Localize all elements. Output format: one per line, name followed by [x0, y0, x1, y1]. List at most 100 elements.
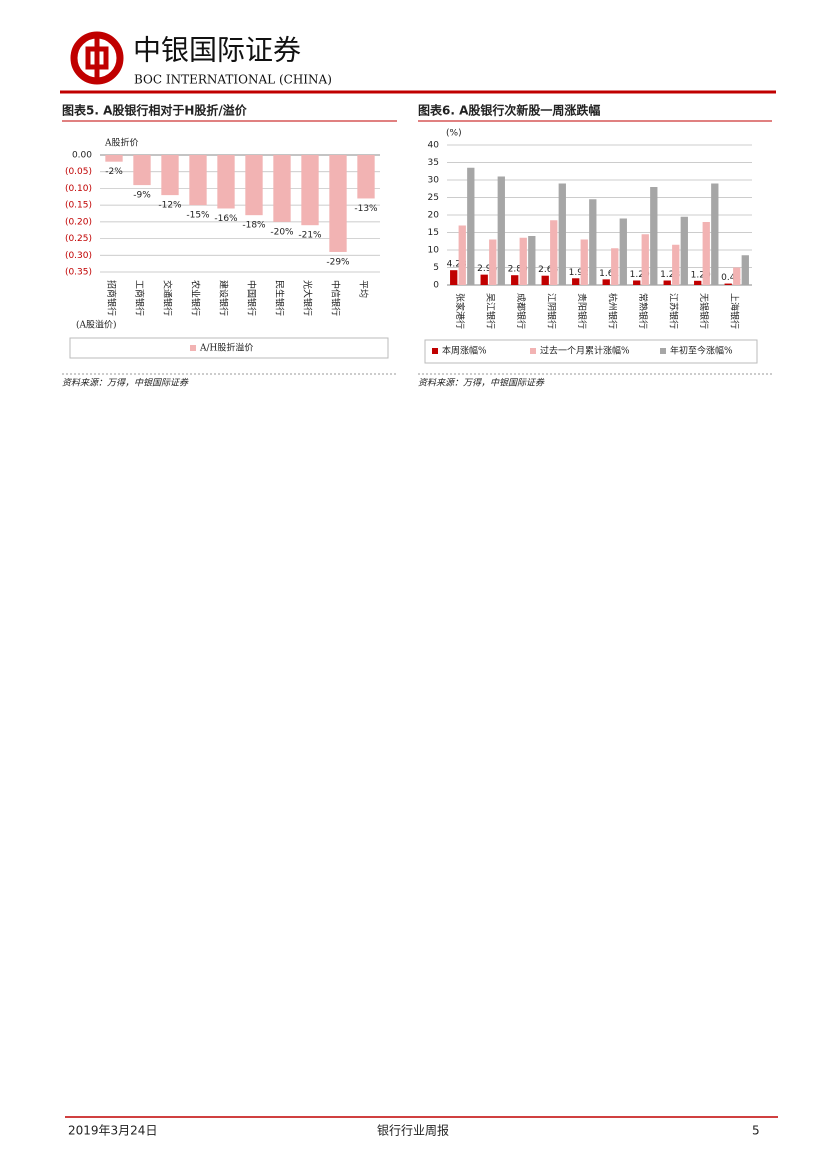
- source: 资料来源：万得，中银国际证券: [418, 378, 545, 389]
- legend-label: 本周涨幅%: [442, 345, 487, 357]
- y-tick-label: (0.20): [65, 217, 92, 227]
- value-label: -13%: [354, 204, 378, 214]
- y-tick-label: 40: [428, 141, 440, 151]
- bar: [580, 239, 588, 285]
- y-tick-label: 30: [428, 176, 440, 186]
- y-tick-label: (0.35): [65, 268, 92, 278]
- value-label: -9%: [133, 191, 151, 201]
- bar: [741, 255, 749, 285]
- legend-swatch: [530, 348, 536, 354]
- bar: [217, 155, 235, 209]
- bar: [450, 270, 458, 285]
- bar: [511, 275, 519, 285]
- bar: [672, 244, 680, 285]
- legend-box: [69, 337, 389, 359]
- y-tick-label: 20: [428, 211, 440, 221]
- y-tick-label: (0.05): [65, 167, 92, 177]
- x-tick-label: 招商银行: [106, 280, 118, 316]
- x-tick-label: 交通银行: [162, 280, 174, 316]
- x-tick-label: 张家港行: [454, 293, 466, 329]
- value-label: 4.23: [447, 260, 467, 270]
- bar: [550, 220, 558, 285]
- legend-swatch: [660, 348, 666, 354]
- bar: [480, 274, 488, 285]
- value-label: -12%: [158, 201, 182, 211]
- x-tick-label: 光大银行: [302, 280, 314, 316]
- legend-swatch: [190, 345, 196, 351]
- bar: [105, 155, 123, 162]
- bar: [301, 155, 319, 226]
- y-tick-label: 10: [428, 246, 440, 256]
- x-tick-label: 上海银行: [728, 293, 740, 329]
- bar: [641, 234, 649, 285]
- bar: [467, 167, 475, 285]
- y-tick-label: 15: [428, 228, 439, 238]
- value-label: 1.61: [599, 269, 619, 279]
- legend-box: [424, 339, 758, 364]
- value-label: 0.41: [721, 273, 741, 283]
- chart-title: 图表5. A股银行相对于H股折/溢价: [62, 103, 248, 118]
- legend-label: A/H股折溢价: [199, 342, 253, 354]
- footer-report: 银行行业周报: [377, 1123, 449, 1138]
- bar: [458, 225, 466, 285]
- bar: [528, 236, 536, 285]
- x-tick-label: 农业银行: [190, 280, 202, 316]
- x-tick-label: 建设银行: [218, 280, 230, 316]
- bar: [694, 280, 702, 285]
- value-label: 2.80: [508, 265, 528, 275]
- logo-en: BOC INTERNATIONAL (CHINA): [134, 73, 332, 87]
- page-number: 5: [752, 1124, 760, 1138]
- x-tick-label: 平均: [358, 280, 370, 298]
- bar: [680, 216, 688, 285]
- bar: [133, 155, 151, 186]
- y-tick-label: 5: [433, 263, 439, 273]
- bar: [619, 218, 627, 285]
- y-tick-label: 0.00: [72, 151, 92, 161]
- y-axis-label: (%): [446, 129, 462, 139]
- bar: [273, 155, 291, 222]
- bar: [724, 283, 732, 285]
- bar: [329, 155, 347, 252]
- bar: [357, 155, 375, 199]
- y-tick-label: (0.25): [65, 234, 92, 244]
- value-label: 2.66: [538, 265, 558, 275]
- bar: [663, 280, 671, 285]
- bar: [633, 280, 641, 285]
- x-tick-label: 贵阳银行: [576, 293, 588, 329]
- value-label: -21%: [298, 231, 322, 241]
- bar: [589, 199, 597, 285]
- axis-note: (A股溢价): [76, 319, 117, 331]
- x-tick-label: 中国银行: [246, 280, 258, 316]
- bar: [572, 278, 580, 285]
- bar: [189, 155, 207, 206]
- bar: [611, 248, 619, 285]
- bar: [489, 239, 497, 285]
- legend-swatch: [432, 348, 438, 354]
- value-label: 1.28: [660, 270, 680, 280]
- value-label: -29%: [326, 257, 350, 267]
- bar: [519, 237, 527, 285]
- bar: [702, 222, 710, 285]
- source: 资料来源：万得，中银国际证券: [62, 378, 189, 389]
- x-tick-label: 成都银行: [515, 293, 527, 329]
- value-label: -16%: [214, 214, 238, 224]
- value-label: -2%: [105, 167, 123, 177]
- bar: [733, 267, 741, 285]
- x-tick-label: 常熟银行: [637, 293, 649, 329]
- bar: [245, 155, 263, 216]
- bar: [650, 187, 658, 285]
- chart-title: 图表6. A股银行次新股一周涨跌幅: [418, 103, 600, 118]
- logo-cn: 中银国际证券: [133, 34, 301, 67]
- y-tick-label: 35: [428, 158, 439, 168]
- y-tick-label: 25: [428, 193, 439, 203]
- x-tick-label: 吴江银行: [484, 293, 496, 329]
- bar: [558, 183, 566, 285]
- bar: [161, 155, 179, 196]
- x-tick-label: 江苏银行: [667, 293, 679, 329]
- y-tick-label: 0: [433, 281, 439, 291]
- value-label: -20%: [270, 227, 294, 237]
- x-tick-label: 工商银行: [134, 280, 146, 316]
- x-tick-label: 无锡银行: [698, 293, 710, 329]
- value-label: 1.92: [569, 268, 589, 278]
